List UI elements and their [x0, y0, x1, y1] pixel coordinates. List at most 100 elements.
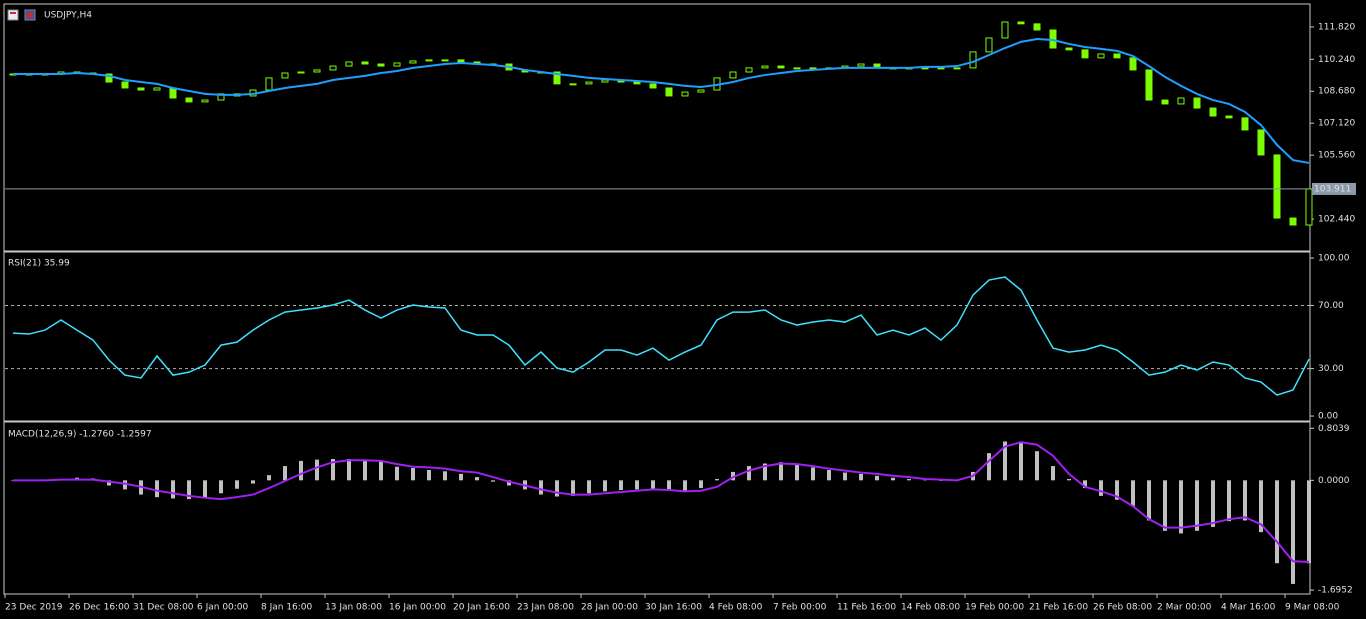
x-tick-label: 14 Feb 08:00 [901, 603, 960, 613]
histogram-bar [411, 468, 415, 481]
x-tick-label: 19 Feb 00:00 [965, 603, 1024, 613]
candle [745, 67, 753, 73]
x-tick-label: 26 Feb 08:00 [1093, 603, 1152, 613]
main-panel-frame [3, 3, 1311, 252]
last-price-box [1312, 182, 1356, 195]
candle [1289, 217, 1297, 226]
y-tick-label: 102.440 [1318, 215, 1355, 225]
candle [569, 83, 577, 86]
candle [1097, 53, 1105, 59]
candle [649, 83, 657, 89]
candle [217, 93, 225, 101]
candle [985, 37, 993, 53]
histogram-bar [859, 473, 863, 481]
x-tick-label: 8 Jan 16:00 [261, 603, 313, 613]
histogram-bar [1227, 480, 1231, 522]
histogram-bar [155, 480, 159, 498]
histogram-bar [795, 464, 799, 481]
histogram-bar [1195, 480, 1199, 531]
candle [761, 65, 769, 69]
y-tick-label: 111.820 [1318, 22, 1355, 32]
x-tick-label: 7 Feb 00:00 [773, 603, 827, 613]
histogram-bar [699, 480, 703, 489]
candle [1209, 107, 1217, 117]
histogram-bar [1275, 480, 1279, 564]
moving-average [13, 37, 1310, 164]
histogram-bar [1115, 480, 1119, 500]
histogram-bar [459, 473, 463, 481]
candle [377, 63, 385, 67]
y-tick-label: 0.0000 [1318, 476, 1350, 486]
candle [601, 79, 609, 83]
candle [953, 67, 961, 70]
histogram-bar [1099, 480, 1103, 496]
candle [153, 87, 161, 91]
histogram-bar [763, 463, 767, 481]
histogram-bar [475, 477, 479, 481]
histogram-bar [107, 480, 111, 486]
y-tick-label: 110.240 [1318, 55, 1355, 65]
histogram-bar [747, 466, 751, 481]
histogram-bar [507, 480, 511, 486]
signal-line [13, 441, 1310, 563]
histogram-bar [587, 480, 591, 494]
histogram-bar [347, 458, 351, 481]
x-tick-label: 9 Mar 08:00 [1285, 603, 1340, 613]
histogram-bar [571, 480, 575, 496]
histogram-bar [715, 479, 719, 481]
histogram-bar [651, 480, 655, 490]
candle [585, 81, 593, 85]
x-tick-label: 26 Dec 16:00 [69, 603, 130, 613]
candle [857, 63, 865, 67]
y-tick-label: 107.120 [1318, 119, 1355, 129]
x-tick-label: 20 Jan 16:00 [453, 603, 510, 613]
candle [329, 65, 337, 71]
candle [1193, 97, 1201, 109]
histogram-bar [1019, 442, 1023, 481]
y-tick-label: -1.6952 [1318, 586, 1353, 596]
candle [1145, 69, 1153, 101]
histogram-bar [379, 461, 383, 481]
histogram-bar [395, 466, 399, 481]
candle [681, 91, 689, 97]
histogram-bar [235, 480, 239, 489]
candle [1113, 53, 1121, 59]
histogram-bar [1083, 480, 1087, 489]
candle [1081, 49, 1089, 59]
histogram-bar [1003, 441, 1007, 481]
histogram-bar [203, 480, 207, 498]
candle [1065, 47, 1073, 51]
panel-title: USDJPY,H4 [44, 11, 92, 21]
histogram-bar [187, 480, 191, 500]
histogram-bar [907, 479, 911, 481]
histogram-bar [363, 459, 367, 481]
histogram-bar [1243, 480, 1247, 521]
candle [297, 71, 305, 74]
panel-title: MACD(12,26,9) -1.2760 -1.2597 [8, 430, 152, 440]
candle [409, 60, 417, 64]
histogram-bar [251, 480, 255, 484]
candle [441, 59, 449, 62]
candle [1001, 21, 1009, 39]
histogram-bar [1067, 479, 1071, 481]
last-price-label: 103.911 [1314, 184, 1351, 194]
candle [345, 61, 353, 67]
histogram-bar [987, 453, 991, 481]
x-tick-label: 13 Jan 08:00 [325, 603, 382, 613]
histogram-bar [1259, 480, 1263, 533]
histogram-bar [1051, 466, 1055, 481]
x-tick-label: 4 Feb 08:00 [709, 603, 763, 613]
rsi-line [12, 276, 1310, 396]
candle [1257, 129, 1265, 156]
candle [937, 67, 945, 70]
histogram-bar [555, 480, 559, 497]
histogram-bar [315, 459, 319, 481]
histogram-bar [619, 480, 623, 491]
histogram-bar [811, 467, 815, 481]
y-tick-label: 30.00 [1318, 364, 1344, 374]
x-tick-label: 23 Dec 2019 [5, 603, 63, 613]
x-tick-label: 21 Feb 16:00 [1029, 603, 1088, 613]
histogram-bar [843, 472, 847, 481]
histogram-bar [539, 480, 543, 495]
